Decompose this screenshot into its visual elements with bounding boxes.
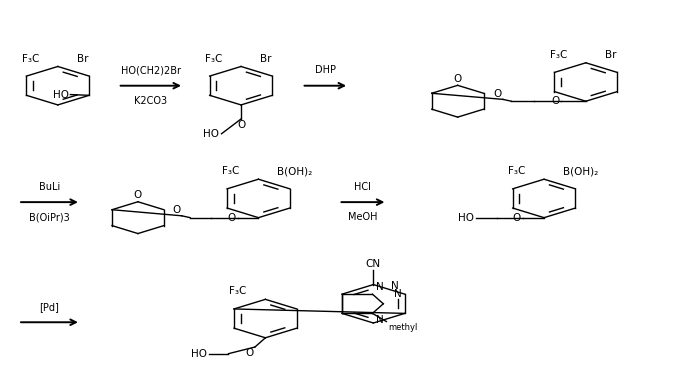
Text: N: N: [394, 289, 401, 299]
Text: O: O: [245, 348, 253, 358]
Text: N: N: [392, 281, 399, 291]
Text: B(OH)₂: B(OH)₂: [563, 166, 598, 176]
Text: HO: HO: [53, 89, 69, 99]
Text: F₃C: F₃C: [205, 53, 222, 63]
Text: O: O: [237, 120, 245, 130]
Text: CN: CN: [366, 259, 381, 269]
Text: O: O: [172, 205, 180, 215]
Text: N: N: [376, 315, 384, 325]
Text: O: O: [228, 213, 235, 223]
Text: O: O: [551, 96, 559, 106]
Text: BuLi: BuLi: [39, 182, 60, 192]
Text: DHP: DHP: [315, 65, 336, 75]
Text: F₃C: F₃C: [508, 166, 525, 176]
Text: O: O: [513, 213, 521, 223]
Text: B(OiPr)3: B(OiPr)3: [29, 213, 70, 223]
Text: HCl: HCl: [355, 182, 371, 192]
Text: Br: Br: [260, 53, 272, 63]
Text: [Pd]: [Pd]: [40, 302, 59, 312]
Text: O: O: [454, 74, 462, 84]
Text: HO: HO: [203, 129, 219, 139]
Text: K2CO3: K2CO3: [134, 96, 168, 106]
Text: HO(CH2)2Br: HO(CH2)2Br: [121, 65, 181, 75]
Text: O: O: [493, 89, 502, 99]
Text: N: N: [376, 282, 384, 292]
Text: F₃C: F₃C: [549, 50, 567, 60]
Text: HO: HO: [191, 349, 207, 359]
Text: Br: Br: [604, 50, 616, 60]
Text: B(OH)₂: B(OH)₂: [277, 166, 313, 176]
Text: F₃C: F₃C: [22, 53, 39, 63]
Text: MeOH: MeOH: [348, 213, 378, 223]
Text: O: O: [134, 190, 142, 200]
Text: F₃C: F₃C: [222, 166, 239, 176]
Text: Br: Br: [77, 53, 88, 63]
Text: F₃C: F₃C: [229, 286, 246, 296]
Text: HO: HO: [458, 213, 474, 223]
Text: methyl: methyl: [388, 323, 417, 332]
